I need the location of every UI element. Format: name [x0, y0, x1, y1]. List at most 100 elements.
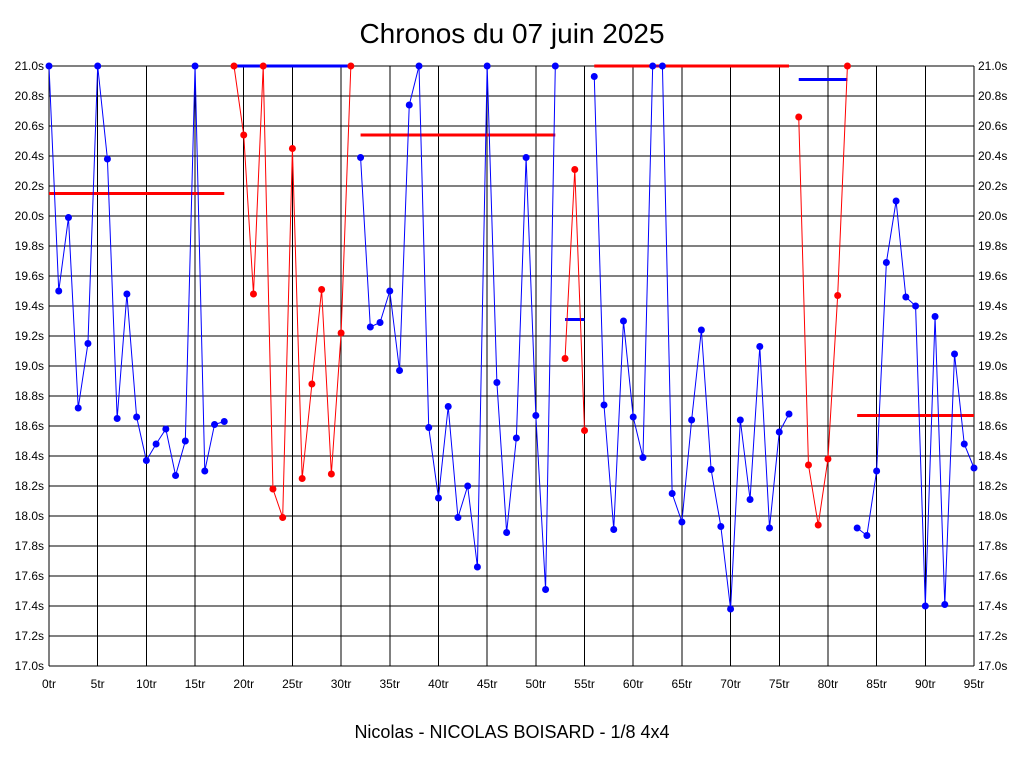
x-tick-label: 35tr	[379, 677, 400, 691]
data-point	[123, 290, 131, 298]
data-point	[464, 482, 472, 490]
chart-title: Chronos du 07 juin 2025	[359, 18, 665, 49]
y-tick-label-left: 17.0s	[15, 659, 44, 673]
x-tick-label: 85tr	[866, 677, 887, 691]
data-point	[259, 62, 267, 70]
y-tick-label-left: 17.2s	[15, 629, 44, 643]
y-tick-label-left: 18.8s	[15, 389, 44, 403]
data-point	[960, 440, 968, 448]
y-tick-label-left: 18.2s	[15, 479, 44, 493]
data-point	[220, 418, 228, 425]
data-point	[405, 101, 413, 109]
data-point	[756, 343, 764, 350]
data-point	[892, 197, 900, 205]
x-tick-label: 65tr	[672, 677, 693, 691]
data-point	[561, 355, 569, 362]
data-point	[970, 464, 978, 472]
y-tick-label-left: 18.4s	[15, 449, 44, 463]
data-point	[678, 518, 686, 526]
data-point	[308, 380, 316, 388]
data-point	[113, 415, 121, 422]
data-point	[931, 313, 939, 320]
data-point	[551, 62, 559, 70]
data-point	[863, 532, 871, 539]
data-point	[766, 524, 774, 532]
data-point	[746, 496, 754, 503]
y-tick-label-left: 20.2s	[15, 179, 44, 193]
data-point	[240, 131, 248, 139]
x-tick-label: 95tr	[964, 677, 985, 691]
y-tick-label-left: 21.0s	[15, 59, 44, 73]
y-tick-label-left: 18.0s	[15, 509, 44, 523]
data-point	[366, 323, 374, 331]
y-tick-label-left: 17.6s	[15, 569, 44, 583]
data-point	[74, 404, 82, 412]
y-tick-label-left: 19.0s	[15, 359, 44, 373]
chart-subtitle: Nicolas - NICOLAS BOISARD - 1/8 4x4	[354, 722, 670, 742]
data-point	[902, 293, 910, 301]
data-point	[717, 523, 725, 530]
y-tick-label-right: 18.0s	[978, 509, 1007, 523]
data-point	[707, 466, 715, 473]
y-tick-label-right: 18.8s	[978, 389, 1007, 403]
data-point	[396, 367, 404, 374]
data-point	[288, 145, 296, 152]
series-line	[564, 169, 586, 431]
y-tick-label-left: 20.8s	[15, 89, 44, 103]
y-tick-label-left: 19.4s	[15, 299, 44, 313]
series-line	[856, 200, 975, 607]
y-tick-label-right: 17.2s	[978, 629, 1007, 643]
data-point	[912, 302, 920, 310]
data-point	[532, 412, 540, 419]
data-point	[775, 428, 783, 436]
y-tick-label-left: 17.4s	[15, 599, 44, 613]
data-point	[172, 472, 180, 479]
y-tick-label-right: 20.0s	[978, 209, 1007, 223]
data-point	[483, 62, 491, 70]
data-point	[804, 461, 812, 469]
data-point	[951, 350, 959, 358]
data-point	[376, 319, 384, 326]
data-point	[727, 605, 735, 613]
x-tick-label: 10tr	[136, 677, 157, 691]
data-point	[522, 154, 530, 161]
data-point	[142, 457, 150, 464]
y-tick-label-right: 17.0s	[978, 659, 1007, 673]
data-point	[736, 416, 744, 424]
y-tick-label-right: 20.6s	[978, 119, 1007, 133]
data-point	[814, 521, 822, 529]
x-tick-label: 75tr	[769, 677, 790, 691]
data-point	[581, 427, 589, 434]
data-point	[84, 340, 92, 347]
x-tick-label: 25tr	[282, 677, 303, 691]
y-tick-label-right: 18.6s	[978, 419, 1007, 433]
data-point	[434, 494, 442, 502]
data-point	[473, 563, 481, 571]
x-tick-label: 80tr	[818, 677, 839, 691]
data-point	[425, 424, 433, 431]
data-point	[658, 62, 666, 70]
y-tick-label-left: 20.0s	[15, 209, 44, 223]
data-point	[600, 401, 608, 409]
y-tick-label-right: 19.6s	[978, 269, 1007, 283]
y-tick-label-right: 17.8s	[978, 539, 1007, 553]
data-point	[211, 421, 219, 428]
data-point	[785, 410, 793, 418]
x-tick-label: 90tr	[915, 677, 936, 691]
data-point	[318, 286, 326, 293]
data-point	[649, 62, 657, 70]
data-point	[298, 475, 306, 482]
data-point	[512, 434, 520, 442]
data-point	[629, 413, 637, 421]
data-point	[668, 490, 676, 497]
data-point	[181, 437, 189, 445]
x-tick-label: 50tr	[525, 677, 546, 691]
x-tick-label: 0tr	[42, 677, 56, 691]
data-point	[454, 514, 462, 521]
data-point	[619, 317, 627, 325]
data-point	[249, 290, 257, 298]
y-tick-label-right: 20.8s	[978, 89, 1007, 103]
y-tick-label-right: 19.4s	[978, 299, 1007, 313]
data-point	[503, 529, 511, 536]
data-point	[873, 467, 881, 475]
